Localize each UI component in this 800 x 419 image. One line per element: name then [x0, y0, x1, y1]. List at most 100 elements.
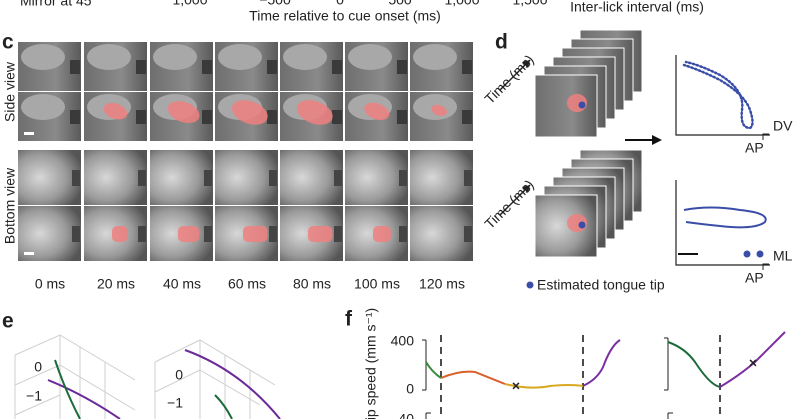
trace	[214, 394, 233, 419]
tongue-mask	[231, 100, 268, 125]
tongue-mask	[103, 102, 128, 120]
spout	[462, 110, 472, 124]
axis-label: ML	[773, 248, 793, 264]
spout	[70, 60, 80, 74]
spout	[136, 110, 146, 124]
spout	[399, 226, 407, 242]
axis	[425, 412, 431, 419]
axis-mini	[762, 263, 769, 270]
spout	[202, 60, 212, 74]
tongue-mask	[364, 102, 390, 121]
tongue-mask	[373, 226, 391, 242]
spout	[138, 226, 146, 242]
spout	[136, 60, 146, 74]
marker: ×	[749, 355, 757, 371]
mouse-snout	[153, 44, 197, 70]
time-label: 20 ms	[97, 276, 135, 292]
axis-label: AP	[745, 140, 764, 156]
spout	[204, 226, 212, 242]
tongue-mask	[167, 101, 200, 124]
axis-mini	[762, 133, 769, 140]
video-frame	[215, 150, 278, 205]
time-label: 0 ms	[35, 276, 65, 292]
time-label: 120 ms	[419, 276, 465, 292]
tongue-mask	[243, 226, 268, 242]
spout	[72, 170, 80, 186]
panel-label: e	[2, 310, 14, 333]
mouse-snout	[87, 44, 131, 70]
spout	[334, 170, 342, 186]
spout	[202, 110, 212, 124]
video-frame	[84, 150, 147, 205]
spout	[334, 226, 342, 242]
spout	[332, 110, 342, 124]
arrow-head	[652, 135, 662, 145]
tongue-mask	[431, 104, 447, 117]
tongue-mask	[308, 226, 333, 242]
tick-label: −1	[26, 388, 42, 404]
spout	[397, 110, 407, 124]
mouse-snout	[218, 44, 262, 70]
scale-bar	[24, 132, 34, 135]
trace	[683, 61, 754, 129]
video-frame	[345, 150, 408, 205]
time-label: 100 ms	[354, 276, 400, 292]
marker: ×	[512, 378, 520, 394]
spout	[138, 170, 146, 186]
tick-label: 0	[406, 381, 414, 397]
video-frame	[410, 206, 473, 261]
video-frame	[280, 150, 343, 205]
mouse-snout	[348, 44, 392, 70]
grid-3d	[14, 334, 276, 419]
trace	[47, 379, 121, 419]
row-label: Side view	[2, 61, 18, 122]
trace	[184, 349, 281, 419]
axes	[675, 180, 770, 266]
mouse-snout	[21, 94, 65, 120]
trace	[719, 331, 786, 388]
video-frame	[410, 150, 473, 205]
x-axis-label: Time relative to cue onset (ms)	[249, 8, 441, 24]
axis	[664, 337, 669, 391]
axis	[667, 412, 673, 419]
tip-marker	[578, 101, 586, 109]
spout	[464, 226, 472, 242]
mouse-snout	[21, 44, 65, 70]
spout	[70, 110, 80, 124]
axis-label: Time (ms)	[481, 51, 536, 106]
tongue-mask	[112, 226, 128, 242]
axis-label: Time (ms)	[481, 176, 536, 231]
spout	[399, 170, 407, 186]
spout	[267, 60, 277, 74]
tick-label: 0	[336, 0, 344, 8]
trace	[54, 359, 81, 419]
trace	[582, 339, 621, 387]
arrow-head	[522, 185, 530, 193]
tongue-mask	[178, 226, 200, 242]
cut-label: Mirror at 45	[20, 0, 92, 9]
legend-label: Estimated tongue tip	[537, 277, 665, 293]
spout	[397, 60, 407, 74]
panel-label: d	[495, 31, 508, 54]
trace	[425, 361, 442, 379]
tongue-mask	[296, 100, 333, 125]
axis-label: DV	[773, 118, 793, 134]
spout	[267, 110, 277, 124]
spout	[269, 226, 277, 242]
tick-label: 500	[388, 0, 412, 8]
tick-label: 0	[175, 367, 183, 383]
spout	[332, 60, 342, 74]
trace	[504, 383, 584, 389]
mouse-snout	[413, 44, 457, 70]
tick-label: −500	[259, 0, 291, 8]
legend-marker	[526, 281, 534, 289]
time-label: 80 ms	[293, 276, 331, 292]
tick-label: 400	[391, 333, 415, 349]
tick-label: −1	[167, 395, 183, 411]
tip-marker	[578, 221, 586, 229]
video-frame	[18, 206, 81, 261]
tick-label: 40	[398, 411, 414, 419]
panel-label: f	[345, 308, 353, 331]
axis-label: AP	[745, 270, 764, 286]
